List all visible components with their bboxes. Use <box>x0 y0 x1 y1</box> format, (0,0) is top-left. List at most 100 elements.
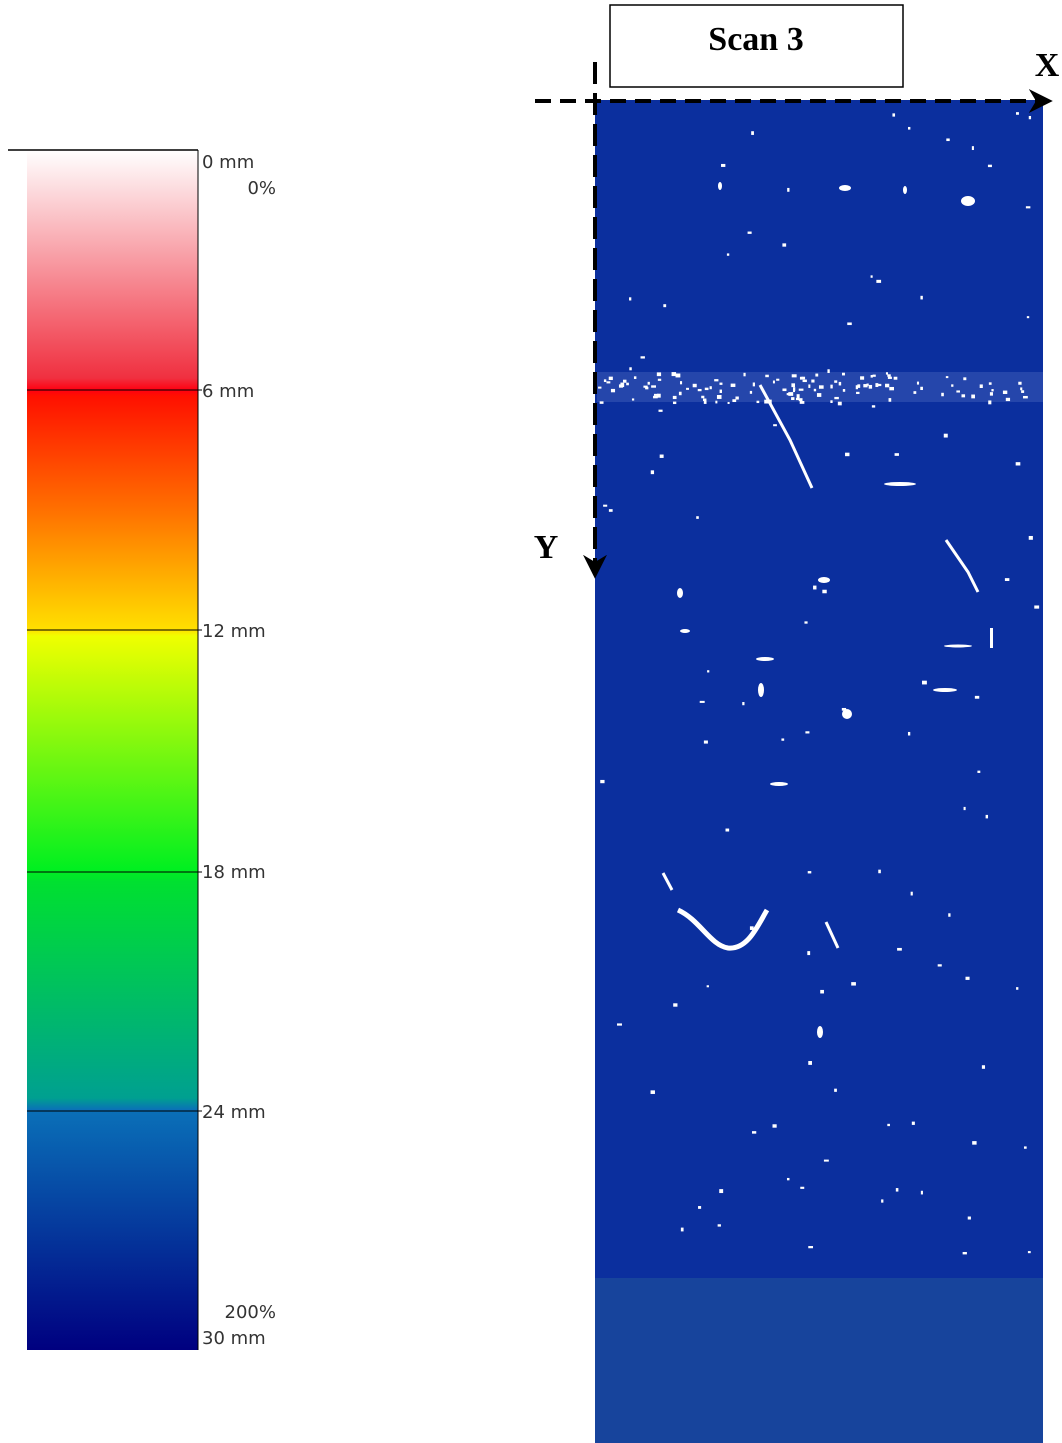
speck <box>679 392 682 395</box>
speck <box>808 384 810 388</box>
speck <box>866 384 868 386</box>
speck <box>1003 391 1007 394</box>
speck <box>964 807 966 810</box>
speck <box>941 393 944 396</box>
speck <box>808 871 812 873</box>
speck <box>657 372 661 376</box>
speck <box>871 275 873 277</box>
speck <box>623 380 626 383</box>
colorbar-label: 0 mm <box>202 152 254 173</box>
speck <box>989 382 992 384</box>
speck <box>961 394 965 397</box>
speck <box>651 470 654 474</box>
speck <box>782 243 786 246</box>
speck <box>718 1224 721 1226</box>
colorbar-label: 30 mm <box>202 1328 266 1349</box>
speck <box>908 127 910 130</box>
speck <box>634 376 636 379</box>
speck <box>946 376 948 378</box>
speck <box>886 372 888 374</box>
speck <box>750 391 752 394</box>
speck <box>990 392 993 395</box>
speck <box>1020 387 1022 390</box>
speck <box>758 683 764 697</box>
speck <box>871 375 873 378</box>
speck <box>839 185 851 191</box>
speck <box>963 377 966 380</box>
speck <box>887 374 890 376</box>
speck <box>1016 987 1018 990</box>
speck <box>681 1228 684 1232</box>
speck <box>977 771 980 773</box>
speck <box>1023 396 1028 398</box>
speck <box>972 1141 976 1145</box>
colorbar-label: 6 mm <box>202 381 254 402</box>
speck <box>920 296 922 300</box>
colorbar-gradient <box>27 150 198 1350</box>
colorbar-label: 200% <box>225 1302 276 1323</box>
speck <box>912 1122 915 1125</box>
speck <box>961 196 975 206</box>
speck <box>721 164 725 167</box>
colorbar-label: 24 mm <box>202 1102 266 1123</box>
speck <box>800 401 805 404</box>
scan-title: Scan 3 <box>708 21 803 58</box>
speck <box>804 621 807 623</box>
speck <box>1005 578 1009 581</box>
speck <box>748 232 752 234</box>
speck <box>1018 382 1021 385</box>
speck <box>609 377 613 380</box>
speck <box>1029 116 1031 119</box>
speck <box>641 356 645 358</box>
figure: 0 mm 0% 6 mm 12 mm 18 mm 24 mm 200% 30 m… <box>0 0 1062 1443</box>
speck <box>991 389 993 391</box>
speck <box>813 586 816 590</box>
speck <box>717 395 722 399</box>
speck <box>673 402 676 404</box>
speck <box>944 434 948 438</box>
speck <box>913 391 916 394</box>
speck <box>707 985 709 987</box>
speck <box>629 297 631 300</box>
speck <box>787 393 791 395</box>
speck <box>704 400 707 403</box>
speck <box>743 373 745 376</box>
speck <box>782 389 786 392</box>
speck <box>815 374 818 377</box>
speck <box>990 628 993 648</box>
speck <box>889 387 894 390</box>
speck <box>872 405 875 407</box>
speck <box>877 384 882 386</box>
speck <box>700 701 705 703</box>
speck <box>728 402 730 404</box>
speck <box>956 390 960 392</box>
speck <box>894 377 898 380</box>
speck <box>773 381 775 384</box>
speck <box>966 977 970 980</box>
speck <box>704 741 708 744</box>
colorbar-label: 0% <box>247 178 276 199</box>
speck <box>869 385 872 389</box>
speck <box>888 377 892 379</box>
speck <box>808 1061 812 1065</box>
speck <box>799 389 804 391</box>
speck <box>873 375 876 377</box>
speck <box>726 829 730 832</box>
speck <box>895 453 899 456</box>
speck <box>968 1217 971 1220</box>
speck <box>842 373 845 376</box>
speck <box>817 1026 823 1038</box>
speck <box>643 386 647 388</box>
speck <box>663 304 666 307</box>
speck <box>799 398 803 401</box>
speck <box>727 253 729 255</box>
scan-image <box>595 100 1043 1443</box>
speck <box>791 397 794 400</box>
speck <box>735 397 738 400</box>
speck <box>732 399 736 402</box>
speck <box>856 385 858 389</box>
speck <box>830 400 832 403</box>
speck <box>791 383 795 387</box>
speck <box>897 948 902 951</box>
x-axis-label: X <box>1035 47 1060 84</box>
